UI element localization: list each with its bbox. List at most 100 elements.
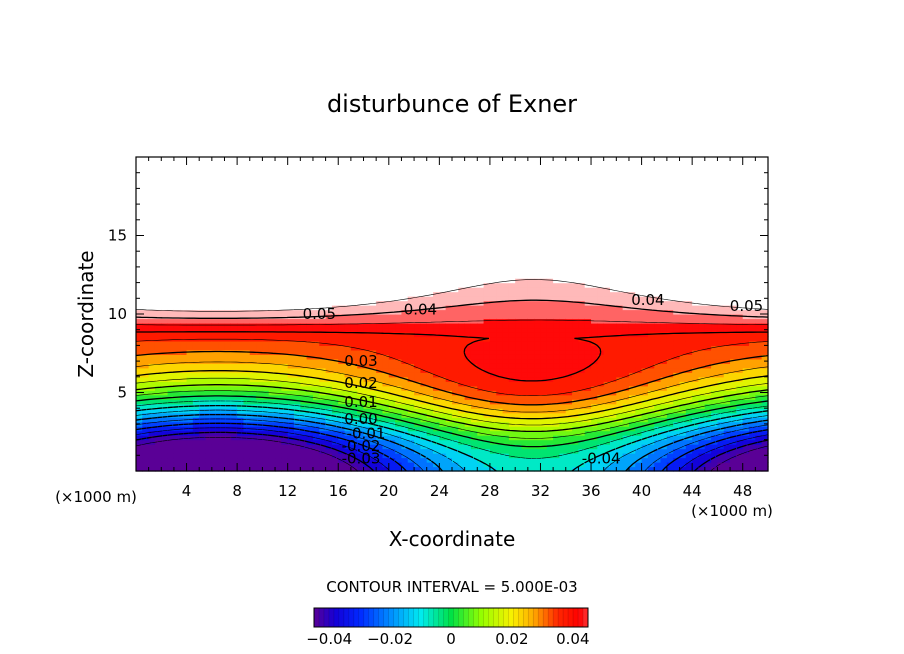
field-cell (489, 264, 497, 270)
field-cell (325, 201, 333, 207)
field-cell (300, 390, 308, 396)
field-cell (154, 318, 162, 324)
field-cell (559, 291, 567, 297)
field-cell (426, 412, 434, 418)
field-cell (401, 291, 409, 297)
field-cell (180, 309, 188, 315)
field-cell (306, 403, 314, 409)
field-cell (262, 291, 270, 297)
field-cell (407, 206, 415, 212)
field-cell (407, 462, 415, 468)
field-cell (281, 340, 289, 346)
field-cell (306, 336, 314, 342)
field-cell (312, 390, 320, 396)
field-cell (281, 224, 289, 230)
field-cell (142, 210, 150, 216)
field-cell (319, 170, 327, 176)
field-cell (148, 363, 156, 369)
field-cell (401, 426, 409, 432)
field-cell (338, 165, 346, 172)
field-cell (407, 255, 415, 261)
field-cell (470, 340, 478, 346)
field-cell (180, 242, 188, 248)
field-cell (148, 260, 156, 266)
field-cell (306, 157, 314, 163)
field-cell (180, 408, 188, 414)
field-cell (546, 403, 554, 409)
field-cell (199, 197, 207, 203)
field-cell (477, 314, 485, 320)
field-cell (148, 287, 156, 293)
field-cell (401, 314, 409, 320)
field-cell (167, 453, 175, 459)
field-cell (312, 403, 320, 409)
field-cell (515, 224, 523, 230)
field-cell (268, 417, 276, 423)
field-cell (249, 206, 257, 212)
field-cell (483, 264, 491, 270)
field-cell (173, 385, 181, 391)
field-cell (388, 331, 396, 338)
field-cell (559, 394, 567, 400)
field-cell (142, 318, 150, 324)
field-cell (331, 188, 339, 194)
field-cell (287, 215, 295, 221)
field-cell (521, 421, 529, 427)
field-cell (363, 192, 371, 198)
field-cell (287, 206, 295, 212)
field-cell (237, 197, 245, 203)
field-cell (275, 453, 282, 459)
field-cell (237, 237, 245, 243)
field-cell (464, 399, 472, 405)
field-cell (319, 201, 327, 207)
field-cell (515, 183, 523, 189)
field-cell (470, 336, 478, 342)
field-cell (357, 322, 365, 329)
field-cell (262, 439, 270, 445)
field-cell (565, 322, 573, 329)
field-cell (136, 161, 143, 167)
field-cell (211, 224, 219, 230)
field-cell (256, 174, 263, 181)
field-cell (407, 269, 415, 275)
field-cell (306, 309, 314, 315)
field-cell (350, 363, 358, 369)
field-cell (553, 390, 561, 396)
field-cell (369, 336, 377, 342)
field-cell (256, 201, 263, 207)
field-cell (508, 466, 516, 472)
field-cell (565, 412, 573, 418)
field-cell (300, 336, 308, 342)
field-cell (287, 381, 295, 387)
field-cell (388, 448, 396, 454)
field-cell (350, 314, 358, 320)
field-cell (521, 188, 529, 194)
field-cell (357, 273, 365, 279)
field-cell (414, 255, 421, 261)
field-cell (401, 322, 409, 329)
field-cell (192, 358, 200, 364)
field-cell (211, 291, 219, 297)
field-cell (287, 219, 295, 225)
field-cell (395, 287, 403, 293)
field-cell (205, 228, 213, 234)
field-cell (319, 246, 327, 252)
field-cell (426, 282, 434, 288)
field-cell (553, 385, 561, 391)
field-cell (546, 282, 554, 288)
field-cell (211, 322, 219, 329)
field-cell (167, 408, 175, 414)
field-cell (483, 251, 491, 257)
field-cell (477, 296, 485, 302)
field-cell (142, 336, 150, 342)
field-cell (388, 228, 396, 234)
field-cell (515, 408, 523, 414)
field-cell (445, 367, 453, 373)
field-cell (161, 242, 169, 248)
field-cell (325, 179, 333, 185)
field-cell (262, 237, 270, 243)
field-cell (281, 444, 289, 450)
field-cell (186, 278, 194, 284)
field-cell (319, 381, 327, 387)
field-cell (312, 345, 320, 351)
